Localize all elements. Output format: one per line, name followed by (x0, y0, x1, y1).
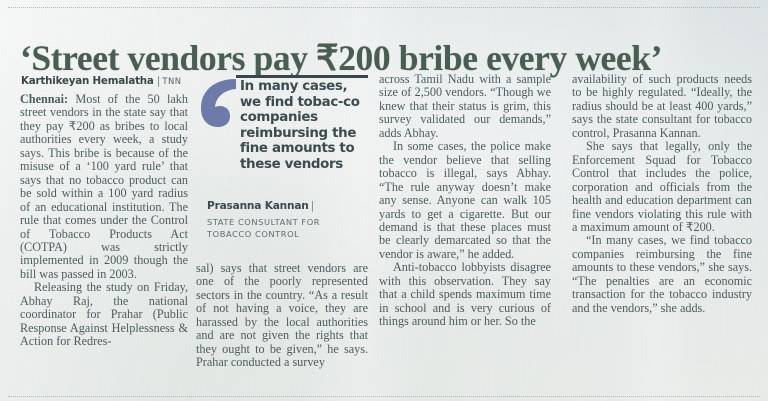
paragraph: Releasing the study on Friday, Abhay Raj… (20, 280, 188, 349)
paragraph: “In many cases, we find tobacco companie… (572, 233, 752, 315)
pull-quote-name-bar: | (310, 200, 315, 212)
paragraph: sal) says that street vendors are one of… (196, 261, 368, 370)
body-column-1: Chennai: Most of the 50 lakh street vend… (20, 92, 188, 349)
body-column-2: sal) says that street vendors are one of… (196, 261, 368, 370)
pull-quote-name: Prasanna Kannan | (207, 200, 315, 212)
article-headline: ‘Street vendors pay ₹200 bribe every wee… (20, 37, 663, 78)
byline: Karthikeyan Hemalatha | TNN (21, 71, 182, 89)
paragraph: Anti-tobacco lobbyists disagree with thi… (379, 260, 551, 329)
pull-quote-attribution: Prasanna Kannan | State Consultant for To… (207, 200, 367, 241)
paragraph: In some cases, the police make the vendo… (379, 139, 551, 261)
pull-quote: In many cases, we find tobac-co companie… (196, 70, 368, 250)
byline-author: Karthikeyan Hemalatha (21, 75, 154, 87)
paragraph: across Tamil Nadu with a sample size of … (379, 72, 551, 140)
byline-agency: TNN (162, 76, 182, 86)
bottom-dotted-rule (8, 396, 760, 397)
byline-separator: | (156, 74, 161, 87)
paragraph: Chennai: Most of the 50 lakh street vend… (20, 92, 188, 281)
pull-quote-text: In many cases, we find tobac-co companie… (240, 79, 360, 172)
quotation-mark-icon (198, 77, 240, 129)
body-column-4: availability of such products needs to b… (572, 72, 752, 315)
paragraph: She says that legally, only the Enforcem… (572, 139, 752, 234)
paragraph: availability of such products needs to b… (572, 72, 752, 140)
pull-quote-rule (236, 75, 368, 78)
top-dotted-rule (8, 7, 760, 8)
pull-quote-role: State Consultant for Tobacco Control (207, 217, 321, 240)
body-column-3: across Tamil Nadu with a sample size of … (379, 72, 551, 329)
